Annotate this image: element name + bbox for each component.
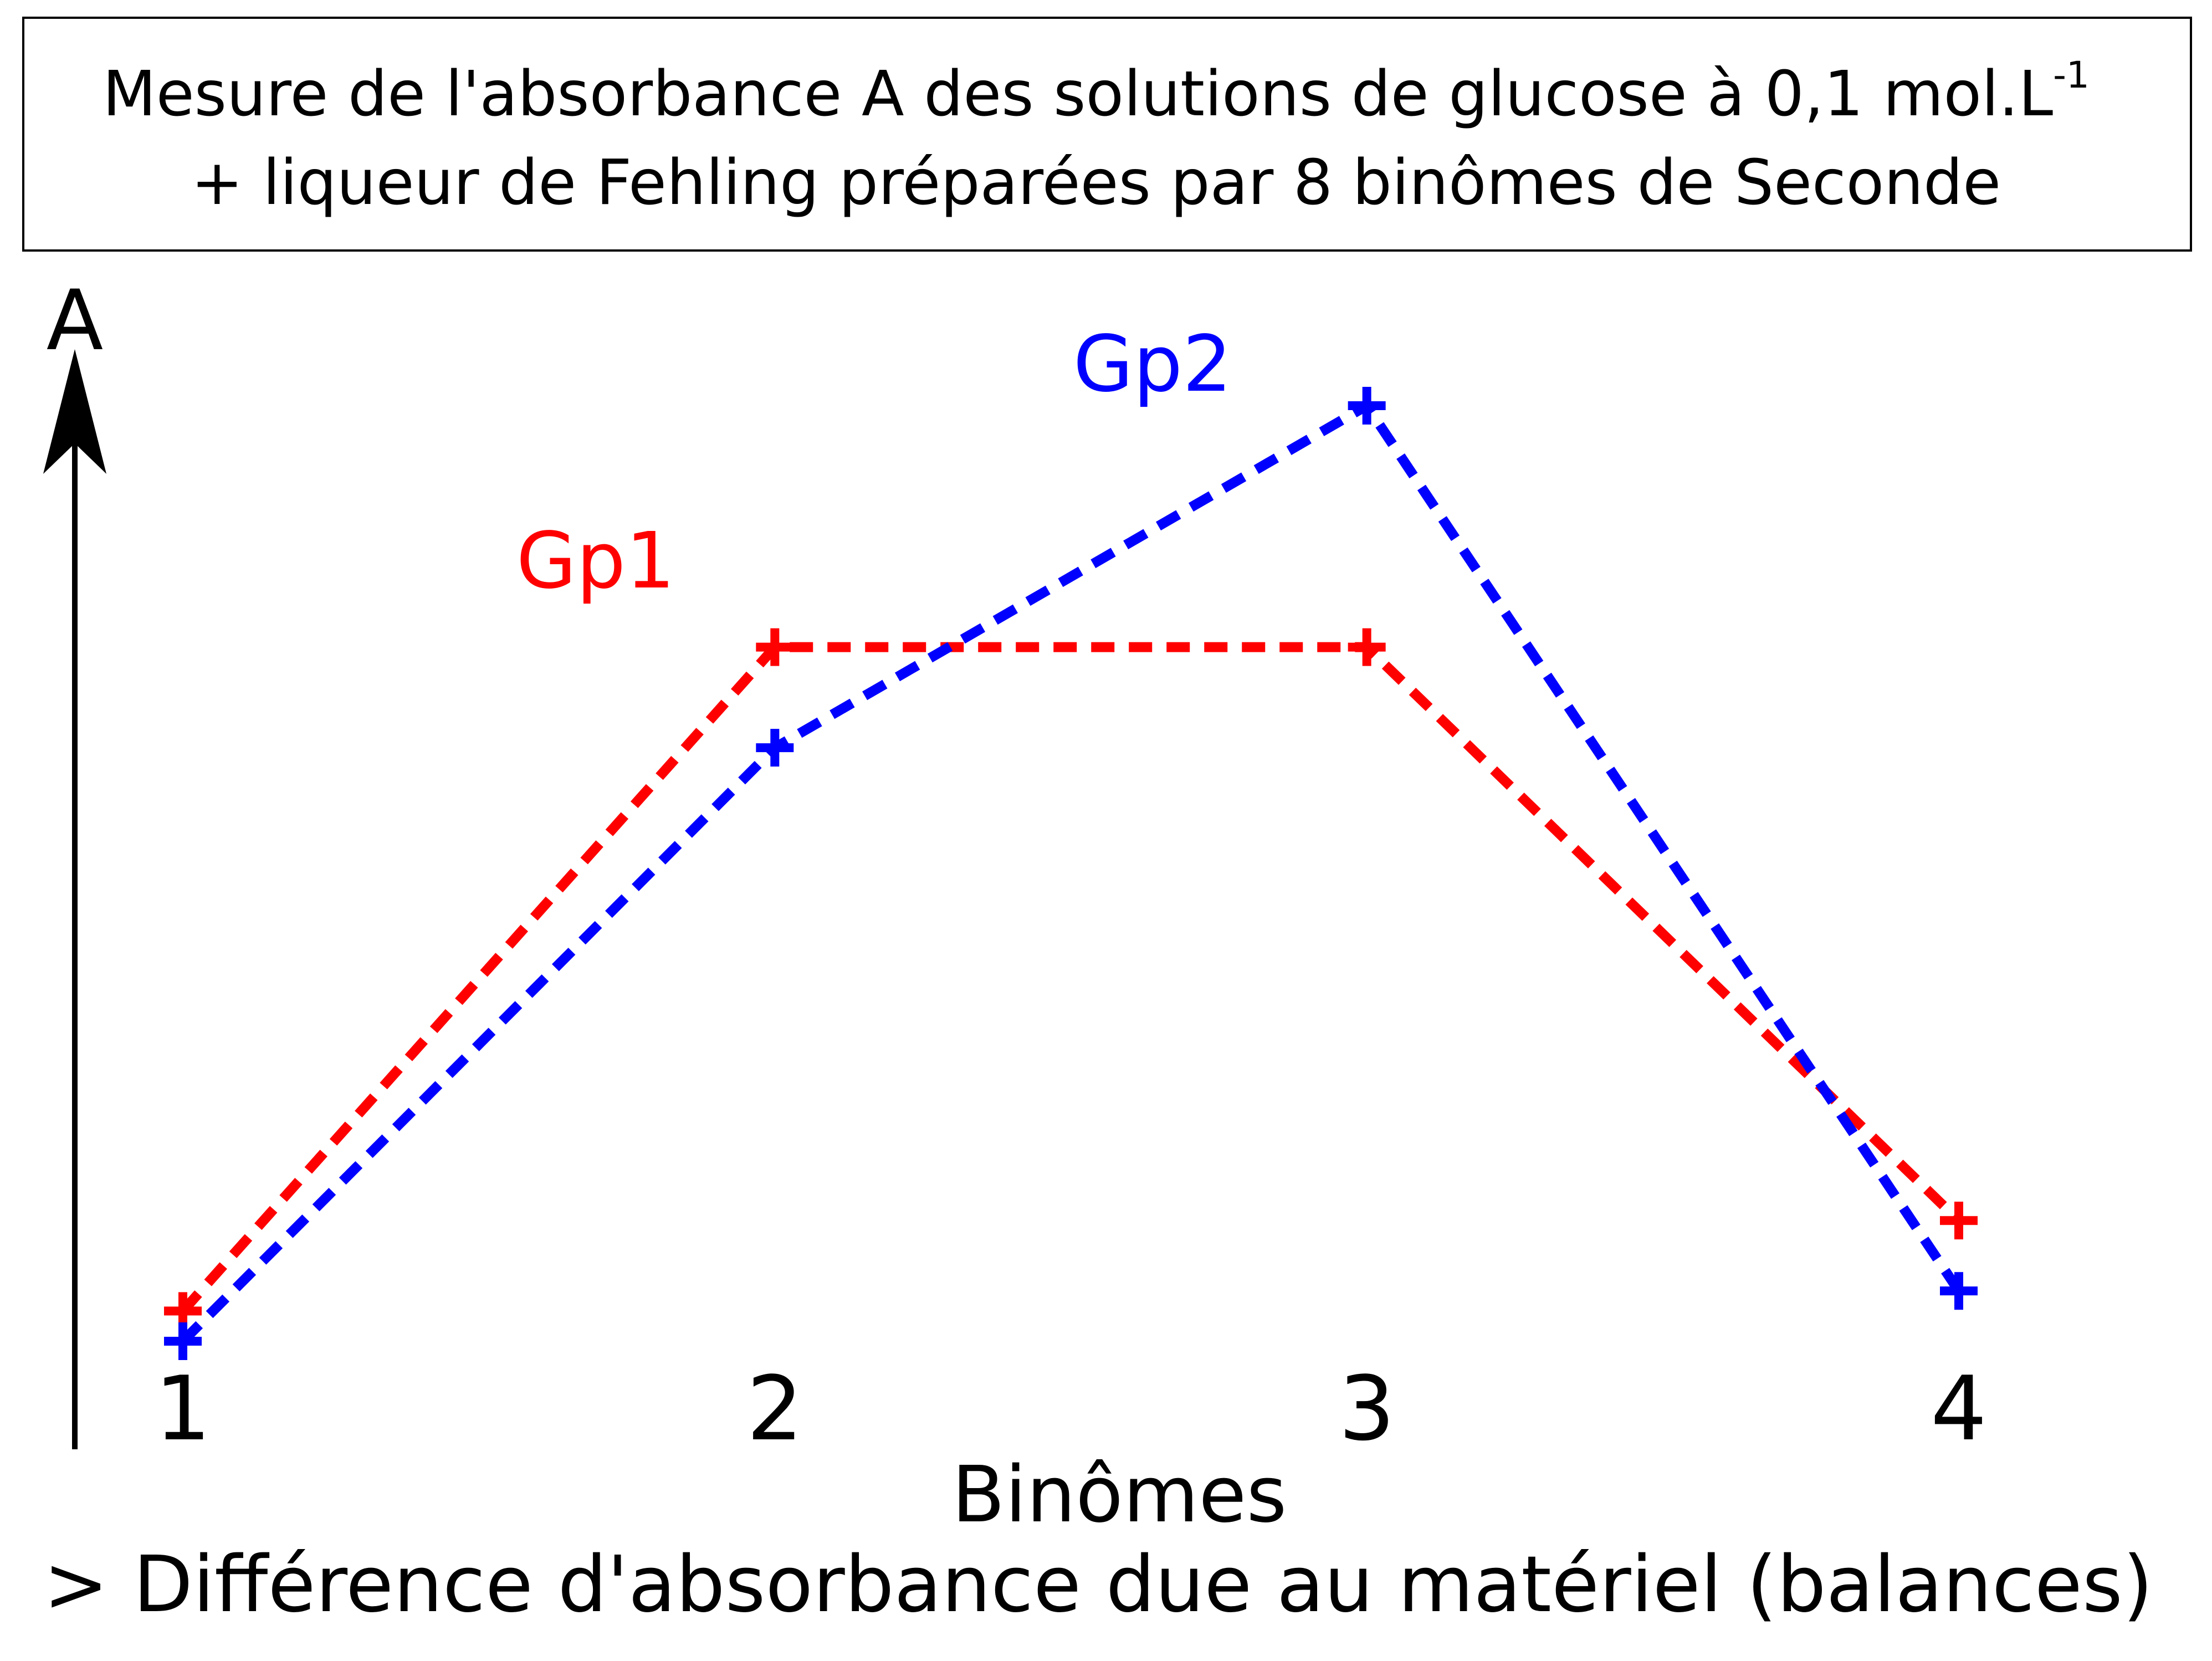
x-axis-label: Binômes: [952, 1450, 1287, 1540]
series-line-gp2: [179, 399, 1963, 1345]
chart-title-line2: + liqueur de Fehling préparées par 8 bin…: [191, 147, 2001, 219]
series-point-gp1-4: [1940, 1202, 1978, 1240]
series-label-gp2: Gp2: [1073, 319, 1232, 410]
x-tick-label-2: 2: [746, 1357, 803, 1460]
chart-title-main: Mesure de l'absorbance A des solutions d…: [103, 58, 2053, 130]
x-tick-label-3: 3: [1339, 1357, 1395, 1460]
series-point-gp1-2: [756, 628, 794, 666]
x-tick-labels: 1 2 3 4: [155, 1357, 1987, 1460]
chart-title-line1: Mesure de l'absorbance A des solutions d…: [103, 54, 2090, 130]
series-point-gp2-3: [1348, 387, 1386, 425]
x-tick-label-4: 4: [1931, 1357, 1987, 1460]
chart-caption: > Différence d'absorbance due au matérie…: [43, 1540, 2153, 1630]
series-point-gp2-1: [164, 1322, 202, 1360]
series-point-gp1-3: [1348, 628, 1386, 666]
chart-title-superscript: -1: [2053, 54, 2090, 96]
y-axis-label: A: [47, 273, 104, 369]
series-line-gp1: [179, 642, 1963, 1315]
series-point-gp2-4: [1940, 1272, 1978, 1310]
x-tick-label-1: 1: [155, 1357, 211, 1460]
title-box: [22, 17, 2192, 252]
y-axis-arrowhead: [43, 349, 106, 474]
series-point-gp2-2: [756, 729, 794, 767]
series-label-gp1: Gp1: [516, 516, 675, 606]
series-layer: [164, 387, 1978, 1360]
